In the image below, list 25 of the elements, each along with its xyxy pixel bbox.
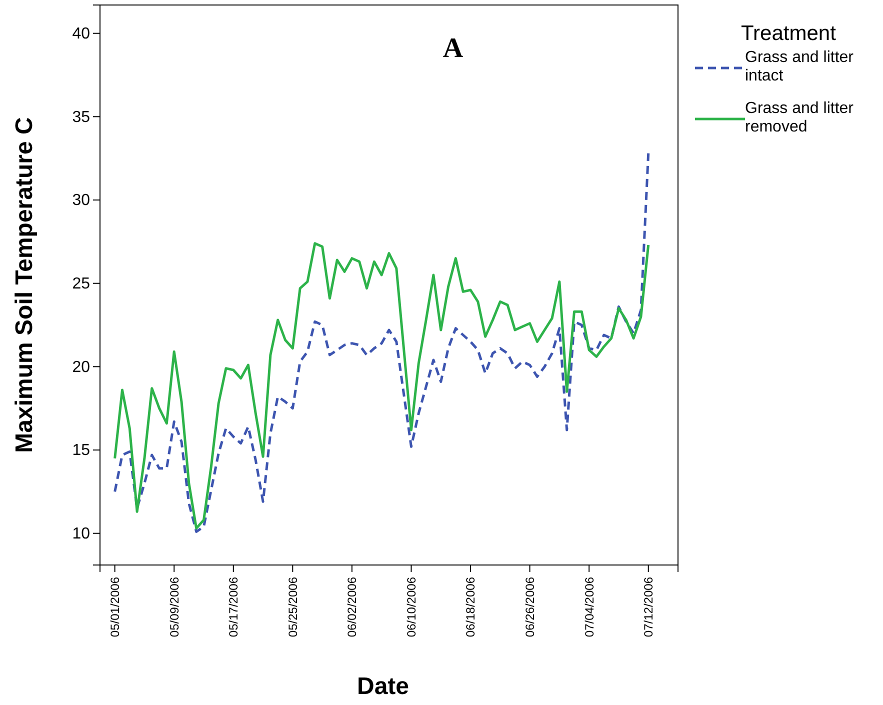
legend-label: Grass and litter removed — [745, 100, 854, 136]
annotation: A — [442, 33, 464, 64]
legend-label: Grass and litter intact — [745, 49, 854, 84]
x-tick-label: 05/17/2006 — [226, 576, 241, 638]
legend-title: Treatment — [741, 22, 836, 45]
y-axis-title: Maximum Soil Temperature C — [11, 117, 38, 453]
x-tick-label: 05/09/2006 — [167, 576, 182, 638]
y-tick-label: 40 — [72, 25, 90, 42]
x-tick-label: 05/25/2006 — [286, 576, 300, 638]
x-tick-label: 06/18/2006 — [464, 576, 478, 638]
x-tick-label: 07/04/2006 — [582, 576, 596, 638]
line-series — [114, 242, 650, 530]
y-tick-label: 25 — [72, 275, 90, 292]
x-axis-title: Date — [356, 673, 410, 700]
x-tick-label: 05/01/2006 — [108, 576, 122, 638]
y-tick-label: 15 — [72, 442, 90, 460]
x-tick-label: 06/26/2006 — [522, 576, 537, 638]
y-tick-label: 35 — [72, 108, 90, 126]
y-tick-label: 20 — [72, 358, 90, 376]
x-tick-label: 06/10/2006 — [404, 576, 418, 638]
x-tick-label: 06/02/2006 — [345, 576, 360, 638]
y-tick-label: 30 — [72, 192, 90, 210]
line-series — [114, 152, 650, 533]
y-tick-label: 10 — [72, 525, 90, 542]
x-tick-label: 07/12/2006 — [642, 576, 656, 638]
